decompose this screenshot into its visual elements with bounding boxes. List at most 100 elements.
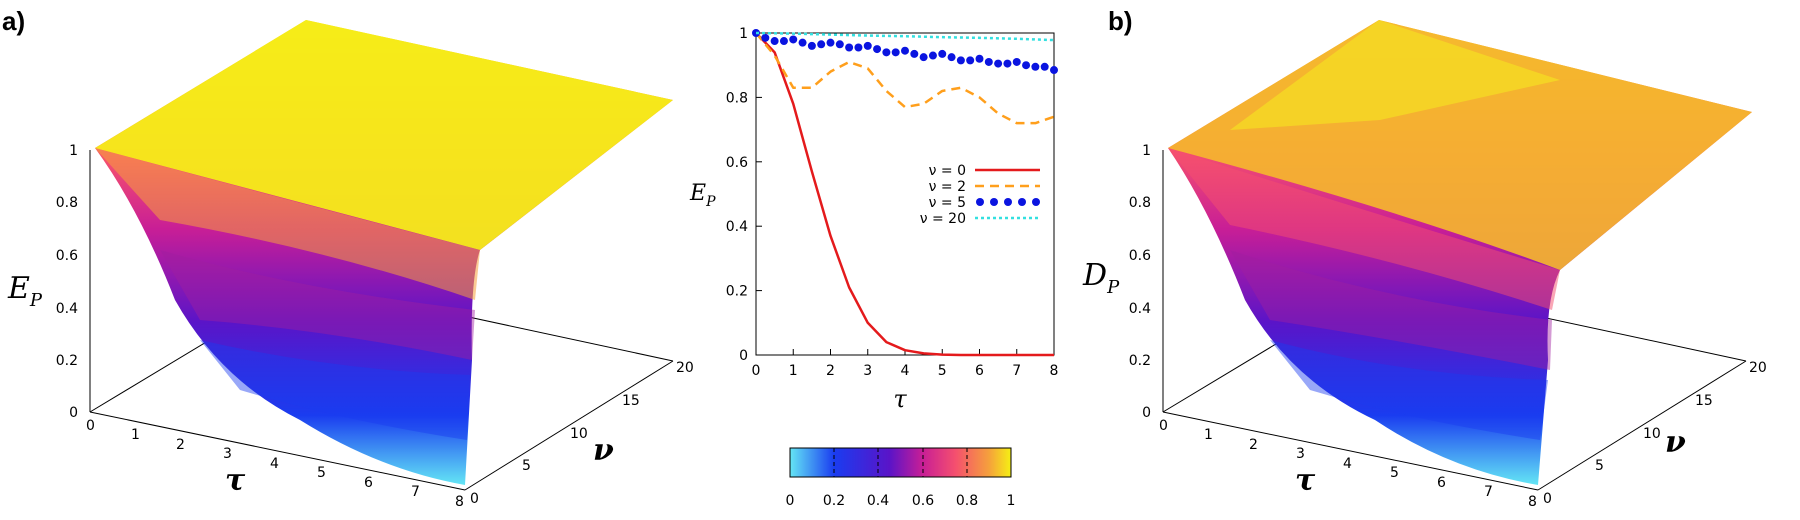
panel-a-ztick: 0.6	[56, 248, 78, 264]
panel-b-ztick: 0	[1142, 405, 1151, 421]
series-line-3	[755, 31, 1055, 42]
panel-a-surface	[95, 20, 673, 485]
legend-swatch	[976, 198, 1040, 206]
panel-a-xtick: 5	[317, 465, 326, 481]
panel-b-xtick: 8	[1528, 494, 1537, 510]
panel-a-yticks: 0 5 10 15 20	[470, 360, 694, 507]
panel-b-xtick: 7	[1484, 484, 1493, 500]
colorbar-tick: 0.8	[956, 493, 978, 509]
panel-a-xtick: 4	[270, 456, 279, 472]
legend-entry-nu20: ν = 20	[920, 211, 1040, 227]
series-nu5-point	[854, 43, 863, 52]
panel-a-label: a)	[2, 6, 25, 36]
panel-a-ytick: 0	[470, 491, 479, 507]
center-line-chart: 0 1 2 3 4 5 6 7 8 0 0.2 0.4 0.6 0.8 1 EP τ ν = 0 ν = 2…	[689, 26, 1058, 413]
line-chart-xlabel: τ	[893, 385, 907, 413]
panel-b-ylabel: ν	[1665, 425, 1686, 460]
legend-label: ν = 0	[929, 163, 966, 179]
series-nu5-point	[1003, 59, 1012, 68]
colorbar: 0 0.2 0.4 0.6 0.8 1	[786, 447, 1016, 509]
panel-a-xlabel: τ	[225, 463, 246, 498]
series-nu5-point	[798, 38, 807, 47]
series-nu5-point	[789, 35, 798, 44]
panel-b-ztick: 0.6	[1129, 248, 1151, 264]
panel-a-ytick: 5	[522, 458, 531, 474]
panel-a-ytick: 10	[570, 426, 588, 442]
panel-a-xtick: 3	[223, 446, 232, 462]
panel-a-xtick: 1	[131, 427, 140, 443]
series-nu5-point	[1040, 62, 1049, 71]
series-nu5-point	[994, 59, 1003, 68]
panel-b-surface	[1168, 20, 1752, 485]
series-line-1	[755, 32, 1055, 125]
series-nu5-point	[984, 57, 993, 66]
panel-b-ytick: 5	[1595, 458, 1604, 474]
series-nu5-point	[1012, 57, 1021, 66]
panel-b-xtick: 1	[1204, 427, 1213, 443]
series-nu5-point	[761, 33, 770, 42]
panel-b-xtick: 3	[1296, 446, 1305, 462]
series-nu5-point	[882, 48, 891, 57]
series-nu5-point	[873, 45, 882, 54]
panel-a-zticks: 0 0.2 0.4 0.6 0.8 1	[56, 143, 78, 421]
series-nu5-point	[845, 43, 854, 52]
plot-frame	[755, 32, 1055, 356]
panel-b-xticks: 0 1 2 3 4 5 6 7 8	[1159, 418, 1537, 510]
panel-a-xtick: 8	[455, 494, 464, 510]
y-tick-label: 0	[739, 348, 748, 364]
series-nu5-point	[807, 41, 816, 50]
panel-b-xtick: 0	[1159, 418, 1168, 434]
series-nu5-point	[835, 40, 844, 49]
panel-a-ztick: 0.2	[56, 353, 78, 369]
x-tick-label: 2	[826, 363, 835, 379]
panel-b-ztick: 0.2	[1129, 353, 1151, 369]
x-tick-label: 7	[1012, 363, 1021, 379]
panel-b-xtick: 4	[1343, 456, 1352, 472]
panel-a-ztick: 0.4	[56, 301, 78, 317]
panel-a-ztick: 0.8	[56, 195, 78, 211]
colorbar-gradient	[789, 447, 1012, 478]
y-tick-label: 1	[739, 26, 748, 42]
series-nu5-point	[956, 56, 965, 65]
colorbar-tick: 0.4	[867, 493, 889, 509]
series-nu5-point	[779, 37, 788, 46]
panel-b-yticks: 0 5 10 15 20	[1543, 360, 1767, 507]
series-nu5-point	[826, 38, 835, 47]
panel-b-ytick: 15	[1695, 393, 1713, 409]
legend-entry-nu0: ν = 0	[929, 163, 1040, 179]
panel-b-ztick: 0.4	[1129, 301, 1151, 317]
panel-a-ztick: 1	[69, 143, 78, 159]
panel-a-xtick: 7	[411, 484, 420, 500]
colorbar-tick: 0.6	[912, 493, 934, 509]
panel-b-ztick: 0.8	[1129, 195, 1151, 211]
series-line-0	[755, 32, 1054, 357]
y-tick-label: 0.8	[726, 90, 748, 106]
series-nu5-point	[975, 54, 984, 63]
colorbar-tick: 0.2	[823, 493, 845, 509]
series-nu5-point	[947, 53, 956, 62]
line-chart-ylabel: EP	[689, 181, 716, 210]
panel-b-ytick: 20	[1749, 360, 1767, 376]
panel-a-ytick: 20	[676, 360, 694, 376]
series-nu5-point	[863, 41, 872, 50]
series-nu5-point	[770, 37, 779, 46]
series-nu5-point	[910, 49, 919, 58]
series-nu5-point	[928, 51, 937, 60]
x-tick-label: 8	[1050, 363, 1059, 379]
legend-entry-nu2: ν = 2	[929, 179, 1040, 195]
colorbar-tick: 1	[1007, 493, 1016, 509]
panel-a-xtick: 6	[364, 475, 373, 491]
panel-b-xtick: 2	[1249, 437, 1258, 453]
panel-a-xtick: 2	[176, 437, 185, 453]
series-nu5-point	[901, 46, 909, 55]
series-nu5-point	[938, 49, 947, 58]
y-tick-label: 0.4	[726, 219, 748, 235]
line-chart-series	[752, 29, 1058, 357]
panel-b-ytick: 10	[1643, 426, 1661, 442]
panel-b-zlabel: DP	[1082, 258, 1120, 298]
panel-a-xtick: 0	[86, 418, 95, 434]
line-chart-ticks: 0 1 2 3 4 5 6 7 8 0 0.2 0.4 0.6 0.8 1	[726, 26, 1059, 379]
x-tick-label: 6	[975, 363, 984, 379]
panel-b-xtick: 5	[1390, 465, 1399, 481]
